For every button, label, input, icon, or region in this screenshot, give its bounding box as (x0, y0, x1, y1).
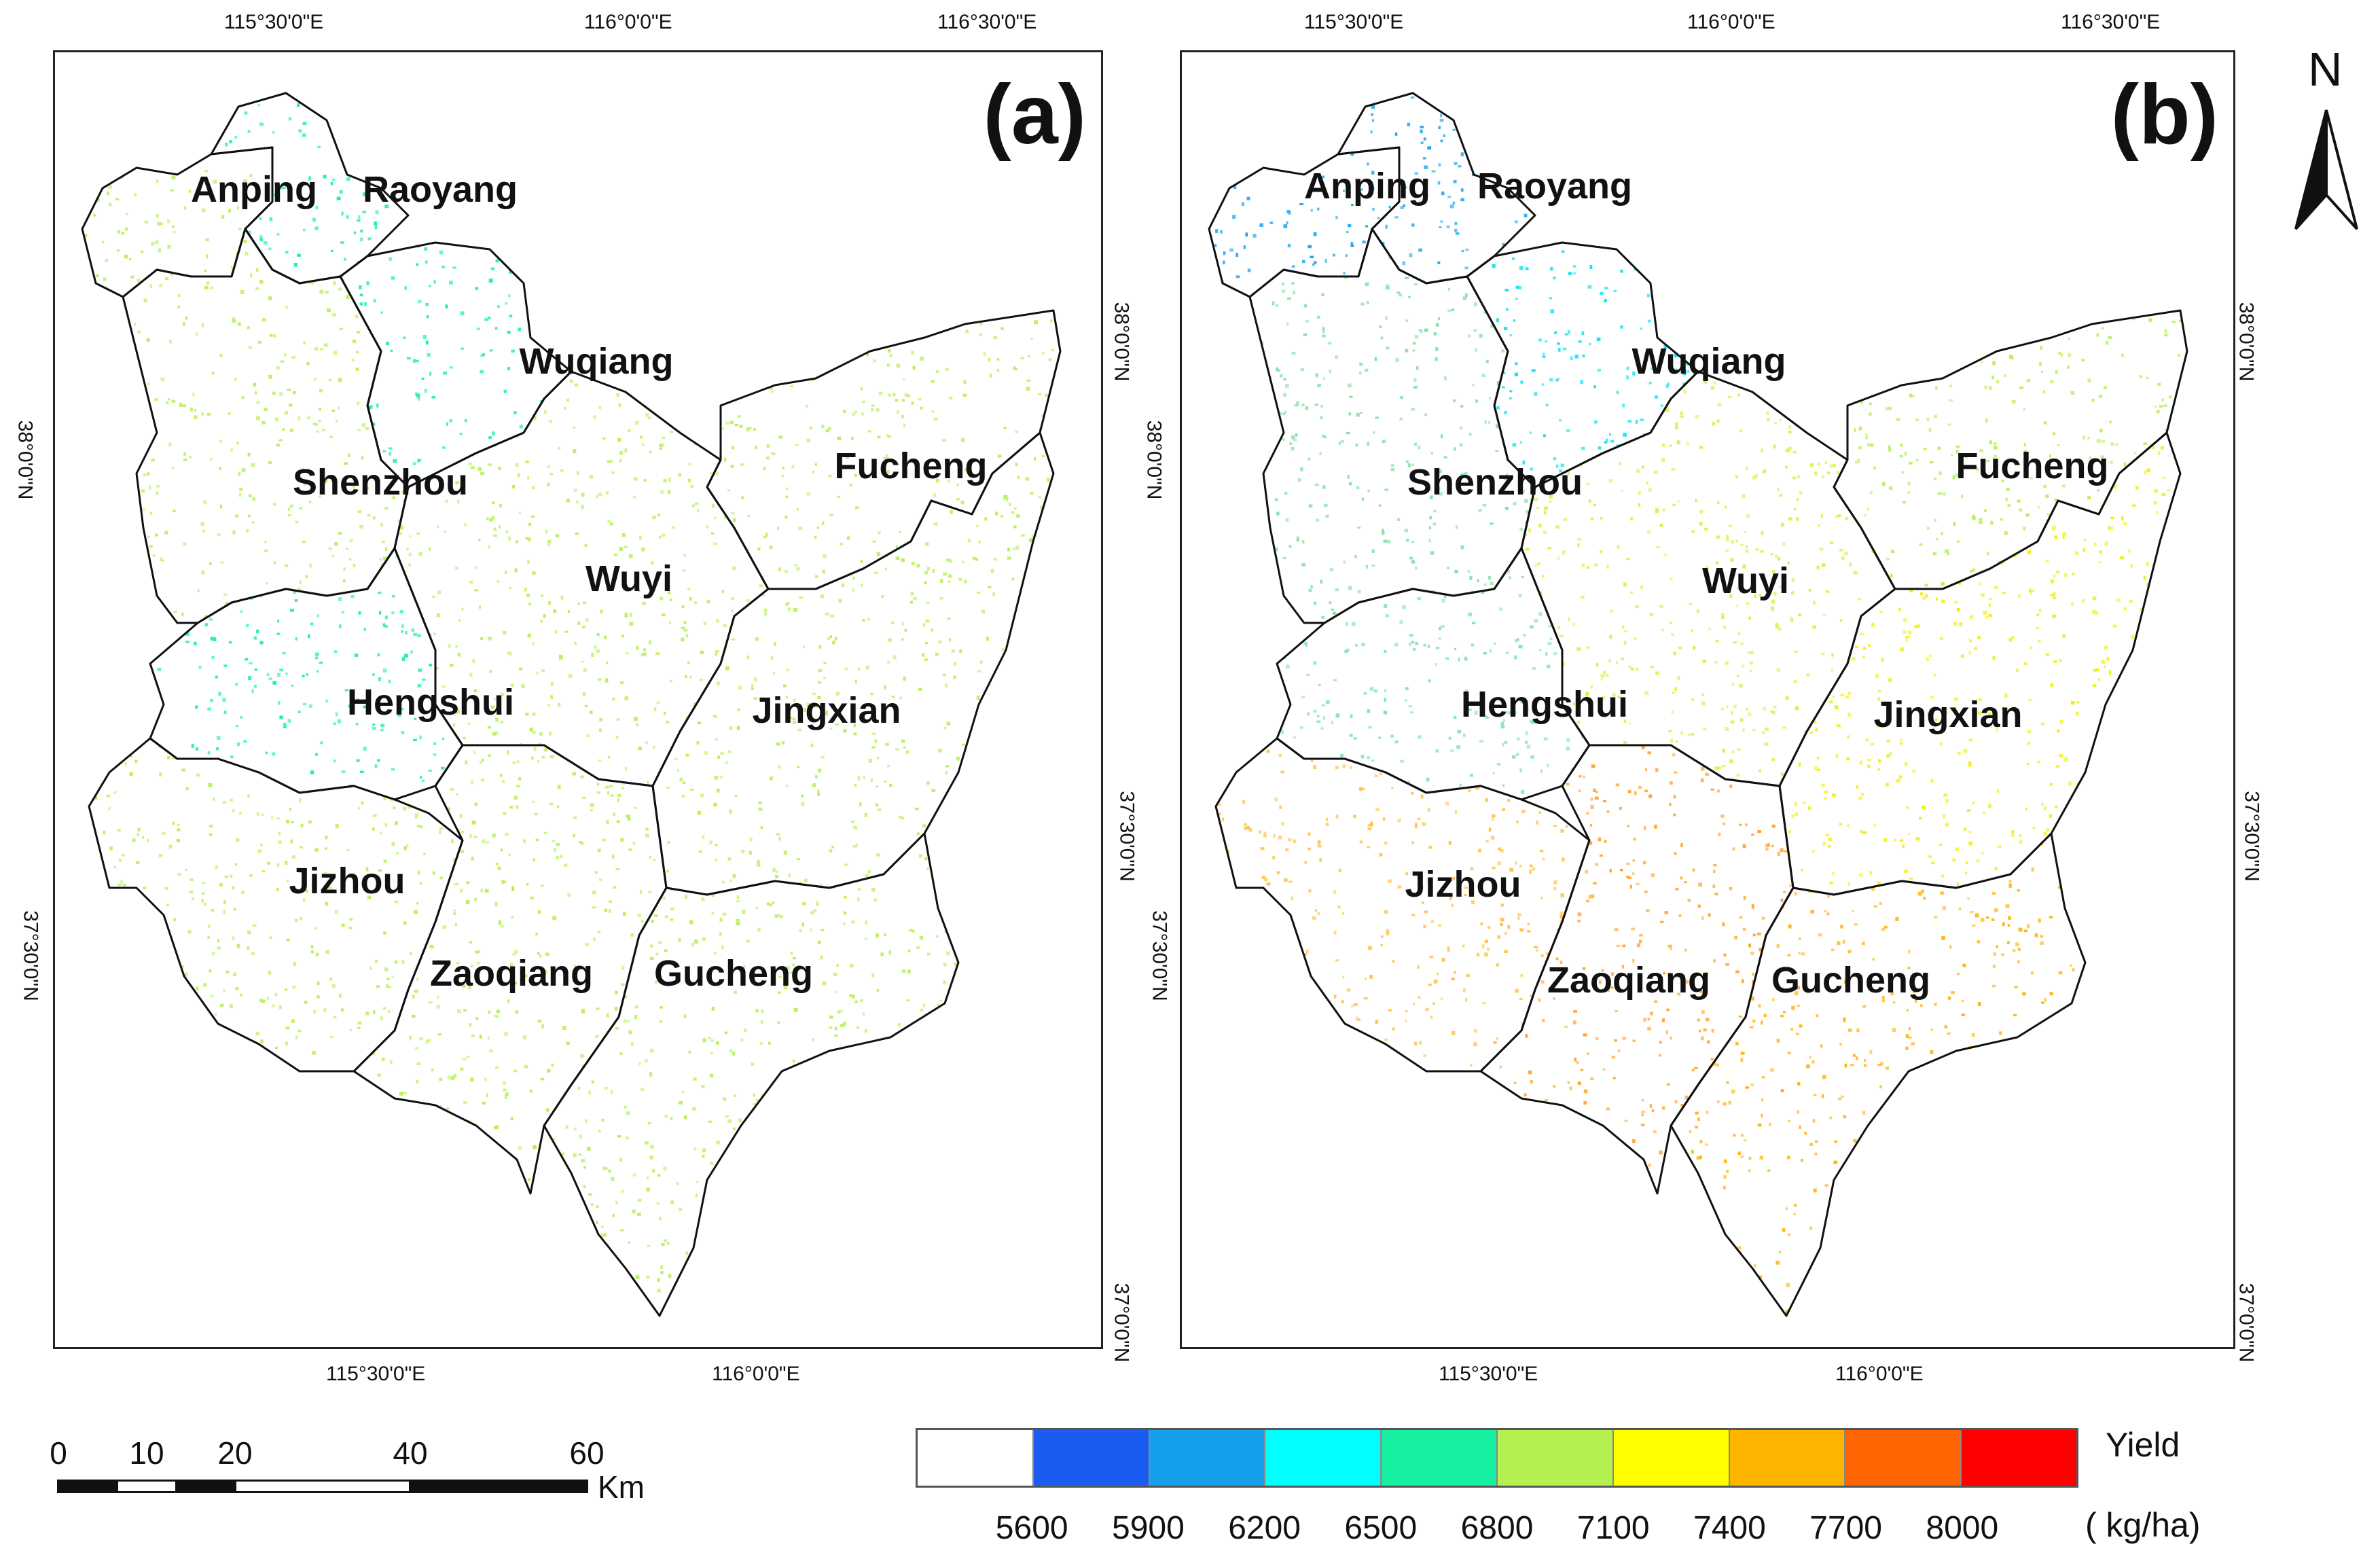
county-label-jingxian: Jingxian (752, 690, 901, 731)
county-label-zaoqiang: Zaoqiang (430, 953, 593, 994)
legend-swatch-0 (918, 1430, 1034, 1486)
lon-label-top-a-3: 116°30'0"E (937, 11, 1037, 33)
lon-label-bottom-a-2: 116°0'0"E (712, 1363, 800, 1385)
county-boundary-hengshui (1276, 547, 1591, 801)
yield-pixels-shenzhou (1250, 229, 1535, 623)
yield-pixels-hengshui (1280, 551, 1589, 800)
lat-label-right-a-3: 37°0'0"N (1110, 1283, 1133, 1363)
legend-tick-7700: 7700 (1809, 1510, 1882, 1546)
legend-swatch-2 (1149, 1430, 1266, 1486)
county-label-raoyang: Raoyang (1477, 166, 1633, 207)
county-label-raoyang: Raoyang (362, 169, 518, 210)
lat-label-right-b-1: 38°0'0"N (2235, 302, 2258, 382)
legend-tick-8000: 8000 (1926, 1510, 1999, 1546)
county-label-shenzhou: Shenzhou (293, 462, 468, 503)
lat-label-left-a-2: 37°30'0"N (19, 910, 42, 1001)
county-label-jingxian: Jingxian (1873, 694, 2023, 735)
legend-tick-6800: 6800 (1460, 1510, 1534, 1546)
legend-tick-5600: 5600 (995, 1510, 1068, 1546)
county-label-gucheng: Gucheng (1771, 960, 1931, 1001)
north-arrow-icon (2294, 109, 2358, 230)
lon-label-bottom-b-2: 116°0'0"E (1835, 1363, 1924, 1385)
yield-pixels-wuyi (397, 374, 768, 786)
county-label-fucheng: Fucheng (1955, 446, 2109, 486)
county-label-shenzhou: Shenzhou (1407, 462, 1583, 503)
county-map-a (81, 92, 1062, 1317)
county-label-wuyi: Wuyi (1701, 560, 1790, 601)
legend-tick-6200: 6200 (1228, 1510, 1301, 1546)
north-label: N (2308, 43, 2343, 96)
county-label-jizhou: Jizhou (1405, 864, 1521, 905)
county-label-hengshui: Hengshui (1460, 684, 1629, 725)
county-label-zaoqiang: Zaoqiang (1547, 960, 1710, 1001)
county-label-wuqiang: Wuqiang (519, 341, 674, 382)
scale-tick-40: 40 (393, 1435, 428, 1471)
legend-swatch-7 (1729, 1430, 1846, 1486)
county-label-anping: Anping (191, 169, 317, 210)
lat-label-right-a-2: 37°30'0"N (1115, 791, 1138, 882)
legend-swatch-8 (1845, 1430, 1962, 1486)
lon-label-top-a-2: 116°0'0"E (584, 11, 672, 33)
panel-label-b: (b) (2110, 68, 2218, 162)
lat-label-right-b-2: 37°30'0"N (2240, 791, 2263, 882)
county-boundary-gucheng (543, 832, 960, 1317)
legend-unit: ( kg/ha) (2085, 1506, 2201, 1544)
lon-label-bottom-a-1: 115°30'0"E (326, 1363, 426, 1385)
legend-swatch-5 (1497, 1430, 1614, 1486)
county-map-b (1208, 92, 2188, 1317)
county-boundary-shenzhou (1248, 228, 1536, 624)
map-panel-a: (a) Anping Raoyang Wuqiang Shenzhou Fuch… (53, 50, 1103, 1349)
legend-tick-5900: 5900 (1112, 1510, 1185, 1546)
yield-legend (916, 1428, 2078, 1488)
county-boundary-jizhou (88, 737, 464, 1073)
legend-tick-6500: 6500 (1344, 1510, 1418, 1546)
yield-pixels-jizhou (90, 738, 463, 1071)
lat-label-left-b-1: 38°0'0"N (1142, 420, 1166, 500)
county-label-wuyi: Wuyi (585, 558, 673, 599)
county-label-hengshui: Hengshui (346, 682, 515, 723)
lat-label-right-b-3: 37°0'0"N (2235, 1283, 2258, 1363)
county-boundary-shenzhou (122, 228, 410, 624)
yield-pixels-jizhou (1216, 738, 1589, 1071)
lon-label-bottom-b-1: 115°30'0"E (1439, 1363, 1538, 1385)
scale-bar (57, 1480, 588, 1493)
legend-swatch-1 (1033, 1430, 1150, 1486)
yield-pixels-jingxian (655, 433, 1053, 895)
panel-label-a: (a) (983, 68, 1086, 162)
scale-tick-20: 20 (217, 1435, 253, 1471)
county-label-gucheng: Gucheng (653, 953, 814, 994)
county-label-jizhou: Jizhou (289, 861, 405, 901)
lon-label-top-b-3: 116°30'0"E (2061, 11, 2161, 33)
county-label-fucheng: Fucheng (834, 446, 988, 486)
lon-label-top-b-1: 115°30'0"E (1304, 11, 1404, 33)
map-panel-b: (b) Anping Raoyang Wuqiang Shenzhou Fuch… (1180, 50, 2235, 1349)
lat-label-right-a-1: 38°0'0"N (1110, 302, 1133, 382)
county-label-anping: Anping (1304, 166, 1430, 207)
county-boundary-jingxian (1778, 431, 2182, 896)
legend-tick-7100: 7100 (1576, 1510, 1650, 1546)
yield-pixels-hengshui (152, 548, 461, 800)
legend-title: Yield (2106, 1426, 2180, 1464)
lat-label-left-a-1: 38°0'0"N (14, 420, 37, 500)
scale-tick-0: 0 (50, 1435, 67, 1471)
county-boundary-gucheng (1670, 832, 2087, 1317)
lon-label-top-a-1: 115°30'0"E (224, 11, 324, 33)
county-boundary-wuyi (393, 370, 770, 787)
legend-swatch-6 (1613, 1430, 1730, 1486)
lon-label-top-b-2: 116°0'0"E (1687, 11, 1775, 33)
scale-tick-60: 60 (569, 1435, 605, 1471)
county-boundary-jizhou (1214, 737, 1591, 1073)
lat-label-left-b-2: 37°30'0"N (1148, 910, 1171, 1001)
scale-unit: Km (598, 1469, 645, 1505)
legend-swatch-4 (1382, 1430, 1498, 1486)
yield-pixels-jingxian (1780, 433, 2180, 895)
county-boundary-jingxian (651, 431, 1055, 896)
scale-tick-10: 10 (129, 1435, 164, 1471)
legend-swatch-3 (1265, 1430, 1382, 1486)
legend-tick-7400: 7400 (1693, 1510, 1766, 1546)
yield-pixels-shenzhou (123, 229, 408, 623)
legend-swatch-9 (1962, 1430, 2076, 1486)
county-label-wuqiang: Wuqiang (1631, 341, 1786, 382)
